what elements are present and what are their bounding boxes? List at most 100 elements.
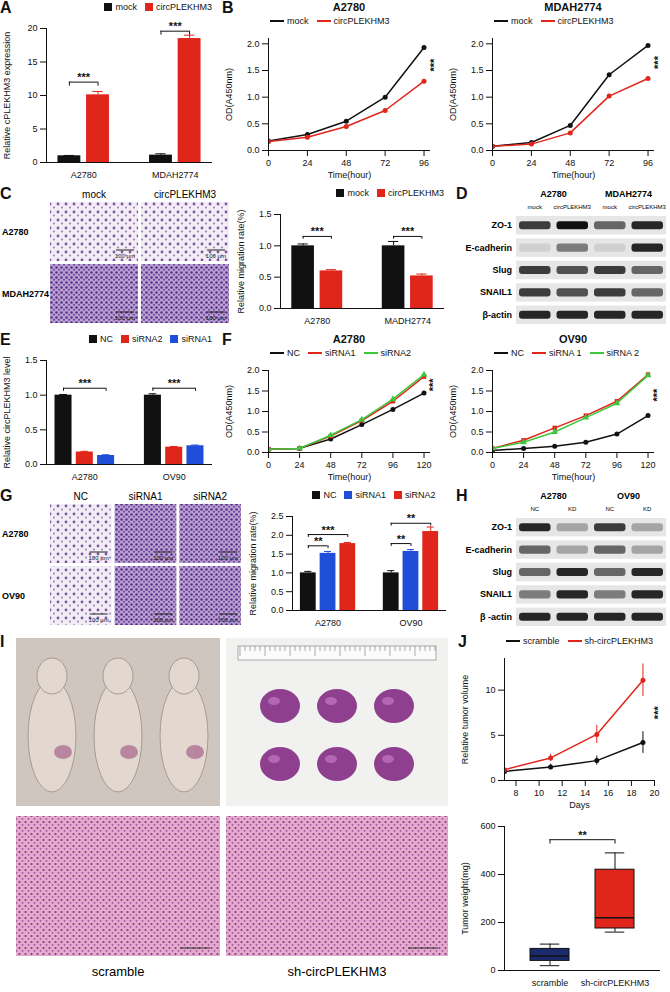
svg-text:24: 24 [302,158,312,168]
svg-text:β-actin: β-actin [483,310,513,320]
svg-text:100 μm: 100 μm [206,253,226,259]
svg-text:0: 0 [490,775,495,785]
svg-text:1.0: 1.0 [259,241,272,251]
svg-text:Time(hour): Time(hour) [552,170,596,180]
svg-text:20: 20 [649,788,659,798]
svg-text:sh-circPLEKHM3: sh-circPLEKHM3 [288,964,387,979]
svg-text:OD(A450nm): OD(A450nm) [224,385,234,438]
svg-text:16: 16 [603,788,613,798]
svg-text:0.0: 0.0 [471,447,484,457]
svg-text:0.5: 0.5 [471,119,484,129]
svg-text:***: *** [168,377,182,389]
svg-text:NC: NC [530,506,539,512]
svg-text:72: 72 [380,158,390,168]
svg-text:18: 18 [626,788,636,798]
svg-text:MDAH2774: MDAH2774 [2,289,49,299]
svg-text:0.5: 0.5 [271,587,284,597]
svg-text:Days: Days [569,800,590,810]
svg-text:1.0: 1.0 [25,390,38,400]
svg-text:***: *** [427,378,439,392]
svg-text:48: 48 [550,460,560,470]
svg-text:1.5: 1.5 [259,209,272,219]
svg-text:1.5: 1.5 [471,65,484,75]
svg-text:***: *** [169,20,183,32]
svg-text:A2780: A2780 [540,491,567,501]
svg-text:Relative tumor volume: Relative tumor volume [460,675,470,765]
svg-text:100 μm: 100 μm [206,315,226,321]
svg-text:Relative migration rate(%): Relative migration rate(%) [236,209,246,313]
svg-text:A2780: A2780 [304,316,330,326]
svg-text:**: ** [397,533,406,545]
svg-text:100 μm: 100 μm [153,617,173,623]
svg-text:***: *** [78,377,92,389]
svg-text:Time(hour): Time(hour) [328,170,372,180]
svg-text:***: *** [401,225,415,237]
svg-text:0.5: 0.5 [25,425,38,435]
svg-text:0: 0 [490,965,495,975]
svg-text:15: 15 [27,57,37,67]
svg-text:1.0: 1.0 [471,406,484,416]
svg-text:1.5: 1.5 [247,65,260,75]
svg-text:1.0: 1.0 [271,568,284,578]
svg-text:NC: NC [605,506,614,512]
svg-text:10: 10 [27,90,37,100]
svg-text:mock: mock [528,204,543,210]
svg-text:1.5: 1.5 [247,386,260,396]
svg-text:E-cadherin: E-cadherin [465,243,512,253]
svg-text:circPLEKHM3: circPLEKHM3 [554,204,592,210]
svg-text:NC: NC [74,491,88,502]
svg-text:Slug: Slug [493,567,513,577]
svg-text:**: ** [314,535,323,547]
svg-text:SNAIL1: SNAIL1 [480,589,512,599]
svg-text:1.5: 1.5 [25,355,38,365]
svg-text:400: 400 [480,869,495,879]
svg-text:96: 96 [612,460,622,470]
svg-text:***: *** [428,58,440,72]
svg-text:β -actin: β -actin [480,612,512,622]
svg-text:100 μm: 100 μm [115,253,135,259]
svg-text:2.5: 2.5 [271,511,284,521]
svg-text:10: 10 [485,685,495,695]
svg-text:1.5: 1.5 [271,549,284,559]
svg-text:KD: KD [568,506,577,512]
svg-text:0.5: 0.5 [471,427,484,437]
svg-text:MADH2774: MADH2774 [384,316,431,326]
svg-text:mock: mock [82,189,107,200]
svg-text:96: 96 [643,158,653,168]
svg-text:**: ** [407,512,416,524]
svg-text:0.5: 0.5 [247,427,260,437]
svg-text:Relative circPLEKHM3 level: Relative circPLEKHM3 level [2,356,12,468]
svg-text:Time(hour): Time(hour) [552,472,596,482]
svg-text:96: 96 [388,460,398,470]
svg-text:2.0: 2.0 [247,365,260,375]
svg-text:14: 14 [580,788,590,798]
svg-text:circPLEKHM3: circPLEKHM3 [629,204,667,210]
svg-text:48: 48 [565,158,575,168]
svg-text:OV90: OV90 [2,591,25,601]
svg-text:A2780: A2780 [71,170,97,180]
svg-text:Tumor weight(mg): Tumor weight(mg) [460,862,470,935]
svg-text:0.5: 0.5 [247,119,260,129]
svg-text:Slug: Slug [493,265,513,275]
svg-text:OV90: OV90 [617,491,640,501]
svg-text:20: 20 [27,23,37,33]
svg-text:1.0: 1.0 [247,92,260,102]
svg-text:***: *** [652,55,664,69]
svg-text:A2780: A2780 [540,189,567,199]
svg-text:***: *** [652,706,664,720]
svg-text:100 μm: 100 μm [115,315,135,321]
svg-text:72: 72 [581,460,591,470]
svg-text:2.0: 2.0 [471,365,484,375]
svg-text:5: 5 [32,124,37,134]
svg-text:A2780: A2780 [2,529,29,539]
svg-text:100 μm: 100 μm [153,555,173,561]
svg-text:100 μm: 100 μm [218,555,238,561]
svg-text:0.0: 0.0 [259,303,272,313]
svg-text:100 μm: 100 μm [218,617,238,623]
svg-text:48: 48 [341,158,351,168]
svg-text:***: *** [311,225,325,237]
svg-text:48: 48 [326,460,336,470]
svg-text:A2780: A2780 [315,618,341,628]
svg-text:mock: mock [603,204,618,210]
svg-text:***: *** [77,71,91,83]
